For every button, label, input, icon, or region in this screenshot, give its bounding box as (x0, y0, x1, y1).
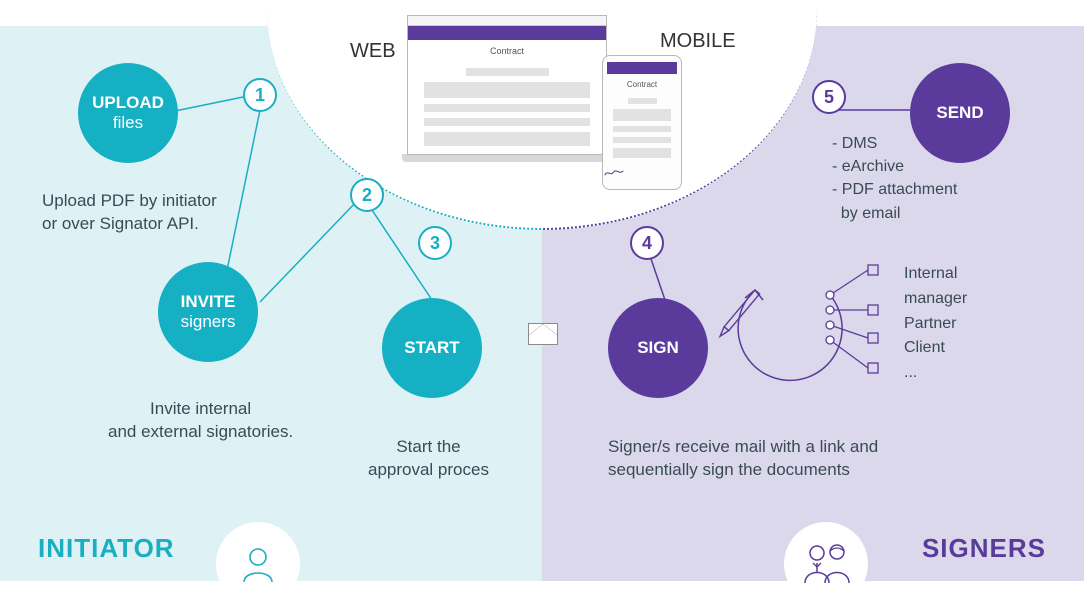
web-label: WEB (350, 40, 396, 63)
step3-circle: START (382, 298, 482, 398)
step3-badge: 3 (418, 226, 452, 260)
step1-sub: files (113, 113, 143, 133)
step2-sub: signers (181, 312, 236, 332)
step3-title: START (404, 338, 459, 358)
step5-badge: 5 (812, 80, 846, 114)
step5-circle: SEND (910, 63, 1010, 163)
device-mockups: Contract Contract (402, 15, 682, 190)
step2-badge: 2 (350, 178, 384, 212)
step2-title: INVITE (181, 292, 236, 312)
step1-circle: UPLOAD files (78, 63, 178, 163)
signature-icon (603, 168, 625, 178)
step2-circle: INVITE signers (158, 262, 258, 362)
phone-mockup: Contract (602, 55, 682, 190)
step1-title: UPLOAD (92, 93, 164, 113)
step4-title: SIGN (637, 338, 679, 358)
laptop-doc-title: Contract (408, 46, 606, 56)
step4-num: 4 (642, 233, 652, 254)
step4-circle: SIGN (608, 298, 708, 398)
step2-num: 2 (362, 185, 372, 206)
step1-badge: 1 (243, 78, 277, 112)
envelope-icon (528, 323, 558, 345)
signers-icon (784, 522, 868, 606)
signer-flow-diagram (700, 260, 900, 400)
step1-num: 1 (255, 85, 265, 106)
mobile-label: MOBILE (660, 30, 736, 53)
laptop-mockup: Contract (402, 15, 612, 162)
step4-badge: 4 (630, 226, 664, 260)
step5-title: SEND (936, 103, 983, 123)
step3-num: 3 (430, 233, 440, 254)
phone-doc-title: Contract (603, 80, 681, 89)
step5-num: 5 (824, 87, 834, 108)
initiator-icon (216, 522, 300, 606)
